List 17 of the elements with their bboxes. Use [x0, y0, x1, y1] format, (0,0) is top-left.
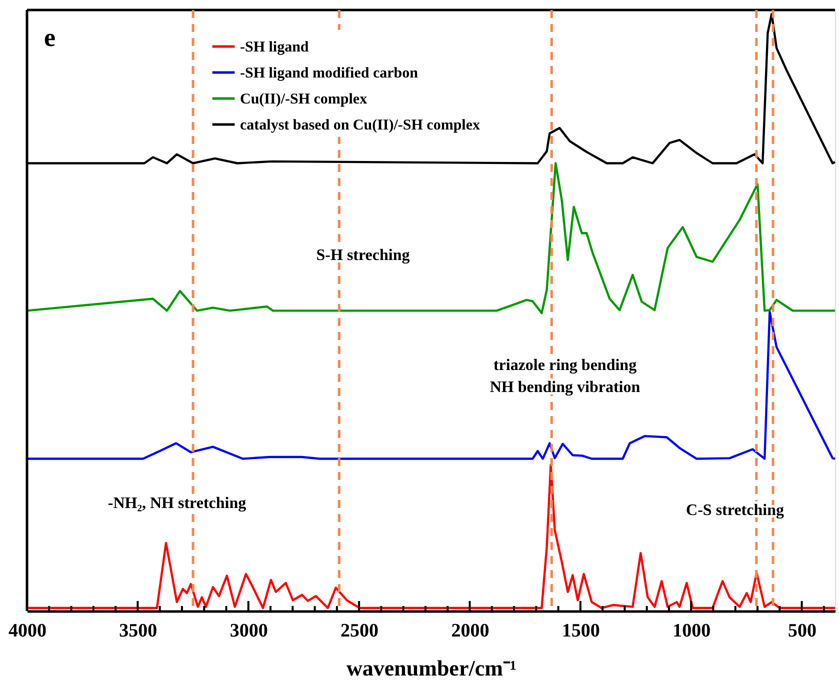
x-axis-title: wavenumber/cm⁻¹ [346, 656, 517, 680]
annotation: C-S stretching [686, 502, 784, 519]
x-tick-label: 4000 [8, 620, 46, 642]
x-tick-label: 2500 [340, 620, 379, 642]
x-tick-label: 3500 [119, 620, 158, 642]
x-tick-label: 2000 [451, 620, 490, 642]
legend-label: -SH ligand [240, 40, 310, 56]
annotation: e [44, 23, 56, 52]
x-tick-label: 500 [788, 620, 817, 642]
legend-label: Cu(II)/-SH complex [240, 92, 368, 108]
annotation: S-H streching [316, 247, 410, 264]
legend-label: -SH ligand modified carbon [240, 66, 419, 82]
legend-label: catalyst based on Cu(II)/-SH complex [240, 118, 481, 134]
x-tick-label: 1500 [562, 620, 600, 642]
annotation: triazole ring bending NH bending vibration [490, 357, 640, 396]
x-tick-label: 3000 [230, 620, 268, 642]
x-tick-label: 1000 [672, 620, 711, 642]
